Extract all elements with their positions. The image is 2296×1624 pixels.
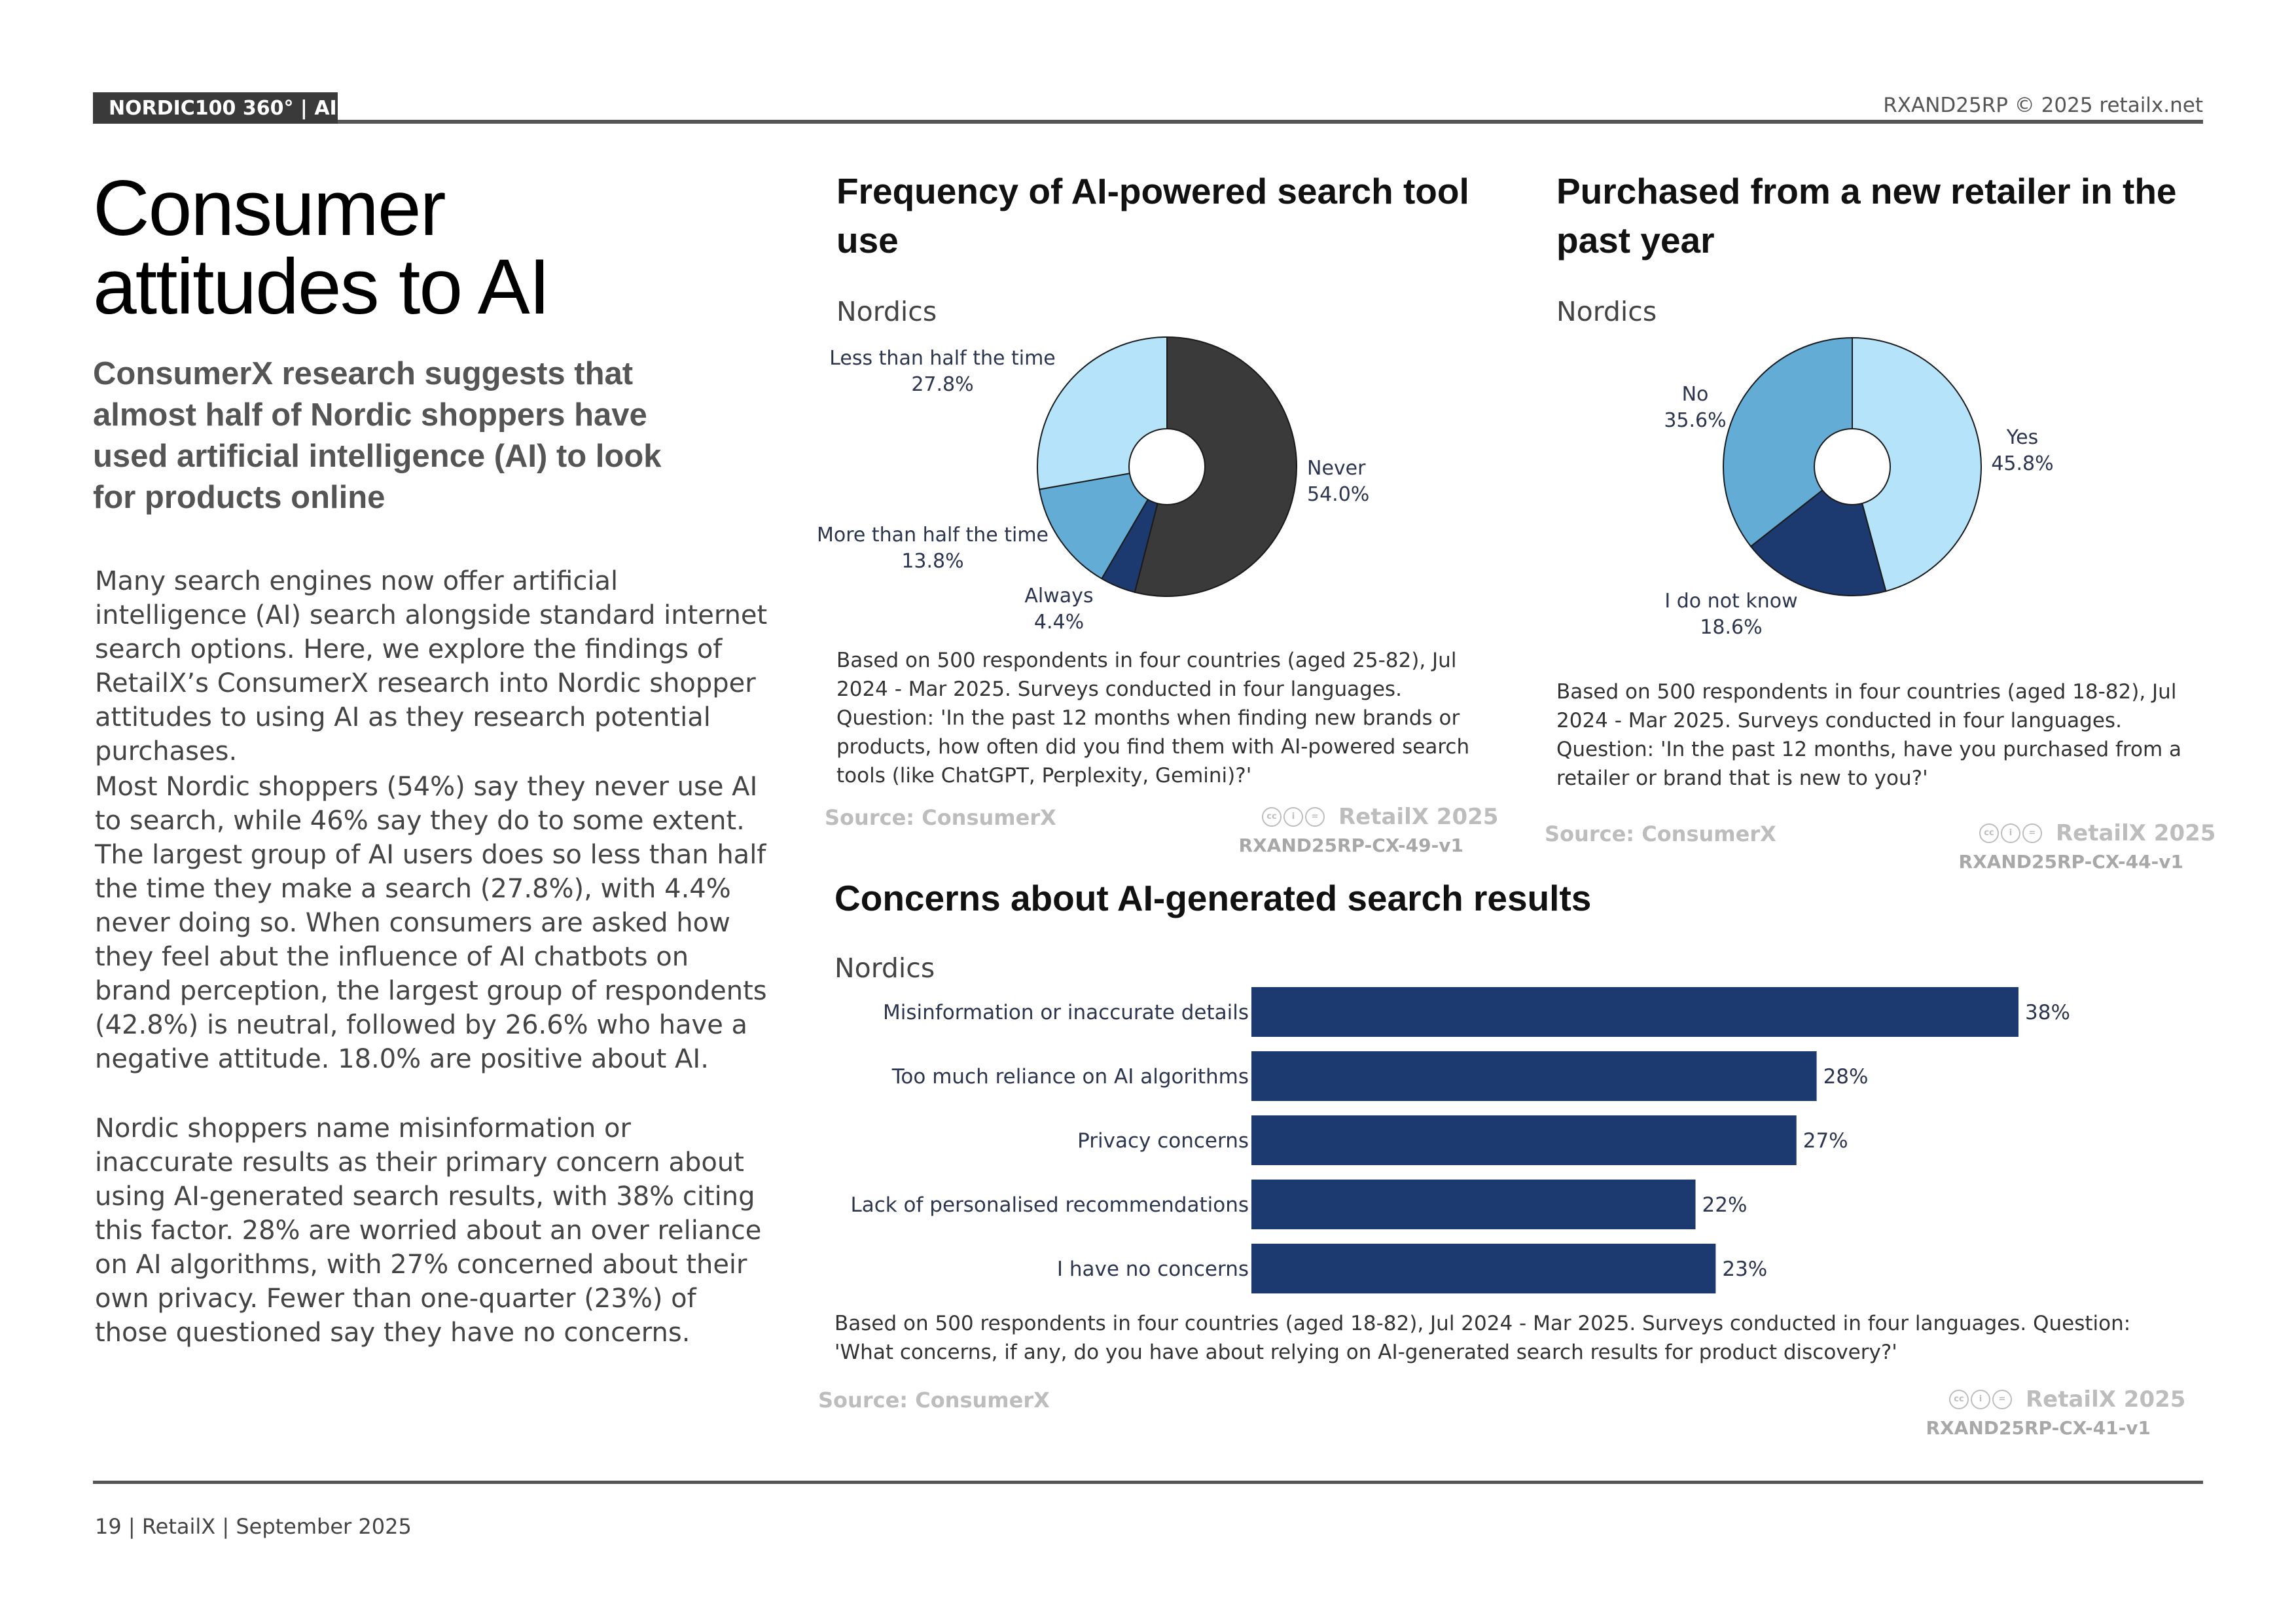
slice-label-always: Always (1024, 585, 1093, 607)
bar-category-too-much-reliance-on-ai-algorithms: Too much reliance on AI algorithms (891, 1065, 1249, 1089)
copyright: RXAND25RP © 2025 retailx.net (1883, 94, 2203, 117)
bar-misinformation-or-inaccurate-details (1251, 987, 2018, 1037)
cc-icon: cc (1979, 823, 1999, 843)
chart-3-brand: RetailX 2025 (2026, 1386, 2186, 1413)
bar-category-privacy-concerns: Privacy concerns (1077, 1129, 1249, 1153)
slice-value-never: 54.0% (1307, 483, 1369, 506)
slice-value-yes: 45.8% (1991, 452, 2053, 475)
nd-icon: = (1992, 1390, 2012, 1409)
chart-1-title: Frequency of AI-powered search tool use (836, 171, 1469, 261)
article-subtitle: ConsumerX research suggests that almost … (93, 356, 662, 515)
bar-value-too-much-reliance-on-ai-algorithms: 28% (1823, 1065, 1869, 1089)
slice-never (1134, 336, 1297, 597)
page-title-line-2: attitudes to AI (93, 243, 550, 331)
slice-label-no: No (1682, 383, 1709, 406)
chart-3-note: Based on 500 respondents in four countri… (834, 1312, 2131, 1364)
chart-1-code: RXAND25RP-CX-49-v1 (1238, 835, 1463, 856)
bar-category-misinformation-or-inaccurate-details: Misinformation or inaccurate details (883, 1001, 1249, 1024)
chart-3-title: Concerns about AI-generated search resul… (834, 878, 1592, 918)
nd-icon: = (1305, 807, 1325, 827)
chart-1-license: cc i = RetailX 2025 (1262, 804, 1498, 830)
paragraph-3: Nordic shoppers name misinformation or i… (95, 1113, 762, 1348)
nd-icon: = (2022, 823, 2042, 843)
donut-hole (1128, 428, 1206, 505)
bar-value-privacy-concerns: 27% (1803, 1129, 1848, 1153)
donut-hole (1814, 428, 1891, 505)
chart-3-source: Source: ConsumerX (818, 1388, 1050, 1413)
chart-3-license: cc i = RetailX 2025 (1949, 1386, 2185, 1413)
bar-i-have-no-concerns (1251, 1244, 1716, 1293)
slice-value-no: 35.6% (1664, 409, 1726, 432)
page-title: Consumer attitudes to AI (93, 169, 747, 326)
slice-label-less-than-half-the-time: Less than half the time (829, 347, 1056, 370)
chart-1-note: Based on 500 respondents in four countri… (836, 649, 1470, 787)
slice-more-than-half-the-time (1038, 465, 1168, 580)
paragraph-1: Many search engines now offer artificial… (95, 566, 768, 767)
slice-no (1723, 336, 1853, 548)
chart-2-note: Based on 500 respondents in four countri… (1556, 680, 2182, 790)
chart-2-license: cc i = RetailX 2025 (1979, 820, 2215, 846)
bar-value-lack-of-personalised-recommendations: 22% (1702, 1193, 1748, 1217)
chart-3-bars: Misinformation or inaccurate details 38% T… (850, 987, 2070, 1293)
bar-category-i-have-no-concerns: I have no concerns (1057, 1257, 1249, 1281)
chart-2-brand: RetailX 2025 (2056, 820, 2216, 846)
chart-1-donut: Never 54.0% Always 4.4% More than half the t… (817, 336, 1369, 634)
chart-2-title: Purchased from a new retailer in the pas… (1556, 171, 2177, 261)
by-icon: i (2001, 823, 2020, 843)
page-title-line-1: Consumer (93, 164, 446, 252)
chart-2-source: Source: ConsumerX (1545, 821, 1776, 846)
cc-icon: cc (1949, 1390, 1969, 1409)
chart-3-region: Nordics (834, 952, 935, 984)
cc-icon: cc (1262, 807, 1282, 827)
bar-category-lack-of-personalised-recommendations: Lack of personalised recommendations (850, 1193, 1249, 1217)
chart-2-region: Nordics (1556, 296, 1657, 327)
bar-value-misinformation-or-inaccurate-details: 38% (2025, 1001, 2070, 1024)
slice-value-i-do-not-know: 18.6% (1700, 616, 1762, 639)
slice-label-never: Never (1307, 457, 1366, 480)
bar-too-much-reliance-on-ai-algorithms (1251, 1051, 1817, 1101)
slice-label-more-than-half-the-time: More than half the time (817, 524, 1049, 547)
slice-value-always: 4.4% (1034, 611, 1084, 634)
slice-label-yes: Yes (2006, 426, 2038, 449)
footer-rule (93, 1481, 2203, 1484)
slice-label-i-do-not-know: I do not know (1664, 590, 1797, 613)
section-tag: NORDIC100 360° | AI (93, 92, 338, 124)
chart-2-code: RXAND25RP-CX-44-v1 (1958, 851, 2183, 873)
chart-3-code: RXAND25RP-CX-41-v1 (1926, 1417, 2151, 1439)
chart-1-source: Source: ConsumerX (825, 805, 1056, 830)
bar-lack-of-personalised-recommendations (1251, 1180, 1696, 1229)
bar-value-i-have-no-concerns: 23% (1722, 1257, 1767, 1281)
by-icon: i (1971, 1390, 1990, 1409)
paragraph-2: Most Nordic shoppers (54%) say they neve… (95, 772, 767, 1074)
chart-1-region: Nordics (836, 296, 937, 327)
header-rule (93, 120, 2203, 124)
bar-privacy-concerns (1251, 1115, 1797, 1165)
by-icon: i (1283, 807, 1303, 827)
chart-1-brand: RetailX 2025 (1338, 804, 1499, 830)
slice-value-more-than-half-the-time: 13.8% (901, 550, 963, 573)
slice-yes (1852, 336, 1982, 592)
chart-2-donut: Yes 45.8% I do not know 18.6% No 35.6% (1664, 336, 2054, 639)
slice-value-less-than-half-the-time: 27.8% (911, 373, 973, 396)
page-footer: 19 | RetailX | September 2025 (95, 1514, 412, 1539)
